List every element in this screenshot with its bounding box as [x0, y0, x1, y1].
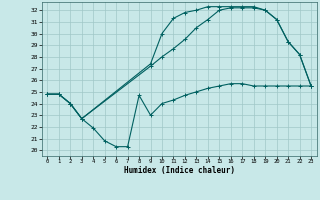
X-axis label: Humidex (Indice chaleur): Humidex (Indice chaleur) [124, 166, 235, 175]
